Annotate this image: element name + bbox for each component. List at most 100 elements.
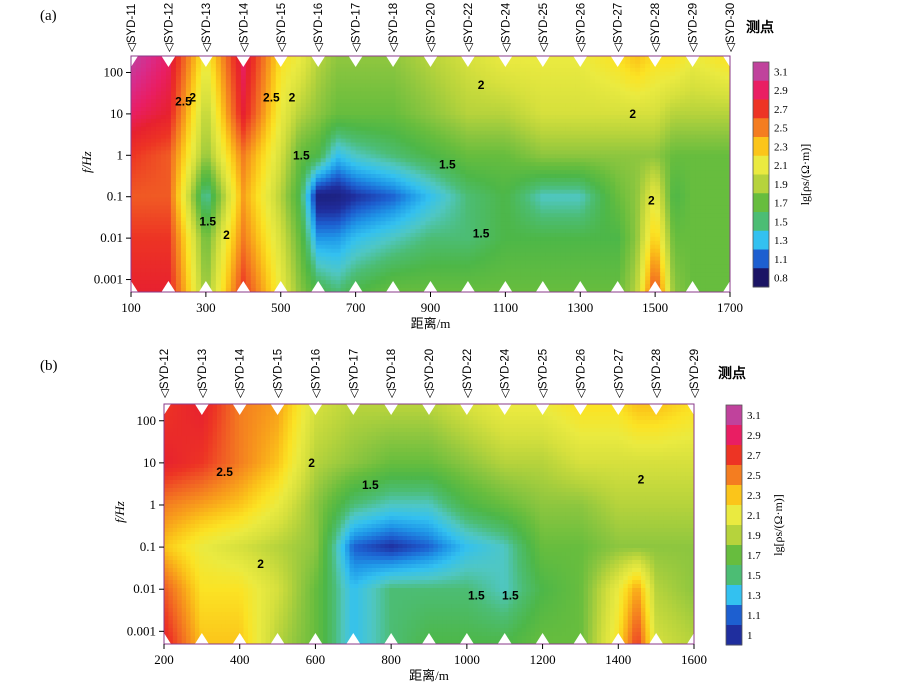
heat-cell bbox=[305, 154, 312, 159]
heat-cell bbox=[205, 166, 212, 171]
heat-cell bbox=[405, 197, 412, 203]
heat-cell bbox=[265, 174, 272, 179]
heat-cell bbox=[700, 213, 706, 218]
heat-cell bbox=[380, 146, 387, 151]
heat-cell bbox=[575, 213, 581, 218]
heat-cell bbox=[405, 217, 412, 222]
heat-cell bbox=[705, 138, 711, 144]
heat-cell bbox=[680, 118, 686, 124]
heat-cell bbox=[565, 134, 571, 140]
heat-cell bbox=[180, 150, 187, 155]
heat-cell bbox=[445, 213, 452, 218]
heat-cell bbox=[190, 193, 197, 199]
heat-cell bbox=[510, 59, 516, 65]
heat-cell bbox=[140, 99, 147, 104]
heat-cell bbox=[410, 189, 417, 195]
heat-cell bbox=[525, 99, 531, 104]
heat-cell bbox=[530, 56, 536, 61]
heat-cell bbox=[635, 146, 641, 151]
heat-cell bbox=[210, 213, 217, 218]
heat-cell bbox=[505, 99, 511, 104]
heat-cell bbox=[330, 162, 337, 167]
heat-cell bbox=[585, 107, 591, 112]
heat-cell bbox=[580, 91, 586, 96]
heat-cell bbox=[580, 118, 586, 124]
heat-cell bbox=[650, 189, 656, 195]
heat-cell bbox=[220, 115, 227, 120]
heat-cell bbox=[330, 122, 337, 128]
heat-cell bbox=[720, 150, 726, 155]
heat-cell bbox=[305, 205, 312, 210]
heat-cell bbox=[640, 166, 646, 171]
heat-cell bbox=[385, 162, 392, 167]
heat-cell bbox=[665, 209, 671, 214]
heat-cell bbox=[625, 174, 631, 179]
heat-cell bbox=[665, 56, 671, 61]
heat-cell bbox=[475, 154, 482, 159]
heat-cell bbox=[435, 197, 442, 203]
heat-cell bbox=[465, 166, 472, 171]
heat-cell bbox=[135, 154, 142, 159]
heat-cell bbox=[295, 87, 302, 92]
heat-cell bbox=[225, 67, 232, 73]
heat-cell bbox=[445, 107, 452, 112]
heat-cell bbox=[280, 185, 287, 191]
heat-cell bbox=[595, 56, 601, 61]
heat-cell bbox=[150, 99, 157, 104]
heat-cell bbox=[390, 99, 397, 104]
heat-cell bbox=[560, 95, 566, 100]
heat-cell bbox=[285, 59, 292, 65]
heat-cell bbox=[185, 134, 192, 140]
heat-cell bbox=[135, 115, 142, 120]
heat-cell bbox=[610, 177, 616, 183]
heat-cell bbox=[610, 142, 616, 148]
heat-cell bbox=[490, 83, 496, 89]
heat-cell bbox=[430, 181, 437, 187]
heat-cell bbox=[145, 122, 152, 128]
heat-cell bbox=[415, 213, 422, 218]
heat-cell bbox=[131, 95, 137, 100]
heat-cell bbox=[580, 209, 586, 214]
heat-cell bbox=[580, 103, 586, 108]
heat-cell bbox=[150, 213, 157, 218]
heat-cell bbox=[590, 87, 596, 92]
heat-cell bbox=[400, 193, 407, 199]
heat-cell bbox=[440, 122, 447, 128]
heat-cell bbox=[690, 166, 696, 171]
heat-cell bbox=[610, 170, 616, 175]
heat-cell bbox=[280, 158, 287, 163]
heat-cell bbox=[355, 197, 362, 203]
heat-cell bbox=[340, 134, 347, 140]
heat-cell bbox=[550, 63, 556, 69]
heat-cell bbox=[245, 79, 252, 85]
heat-cell bbox=[550, 67, 556, 73]
heat-cell bbox=[190, 111, 197, 116]
heat-cell bbox=[575, 91, 581, 96]
heat-cell bbox=[470, 59, 477, 65]
heat-cell bbox=[685, 134, 691, 140]
heat-cell bbox=[690, 111, 696, 116]
heat-cell bbox=[715, 118, 721, 124]
heat-cell bbox=[510, 95, 516, 100]
heat-cell bbox=[620, 205, 626, 210]
heat-cell bbox=[135, 75, 142, 81]
heat-cell bbox=[500, 146, 506, 151]
heat-cell bbox=[330, 189, 337, 195]
heat-cell bbox=[665, 126, 671, 132]
heat-cell bbox=[570, 185, 576, 191]
heat-cell bbox=[360, 115, 367, 120]
heat-cell bbox=[500, 181, 506, 187]
heat-cell bbox=[400, 185, 407, 191]
heat-cell bbox=[365, 59, 372, 65]
heat-cell bbox=[660, 158, 666, 163]
heat-cell bbox=[425, 83, 432, 89]
heat-cell bbox=[470, 150, 477, 155]
heat-cell bbox=[560, 75, 566, 81]
heat-cell bbox=[380, 130, 387, 136]
heat-cell bbox=[270, 56, 277, 61]
heat-cell bbox=[275, 213, 282, 218]
heat-cell bbox=[345, 115, 352, 120]
heat-cell bbox=[455, 79, 462, 85]
heat-cell bbox=[425, 158, 432, 163]
heat-cell bbox=[160, 177, 167, 183]
